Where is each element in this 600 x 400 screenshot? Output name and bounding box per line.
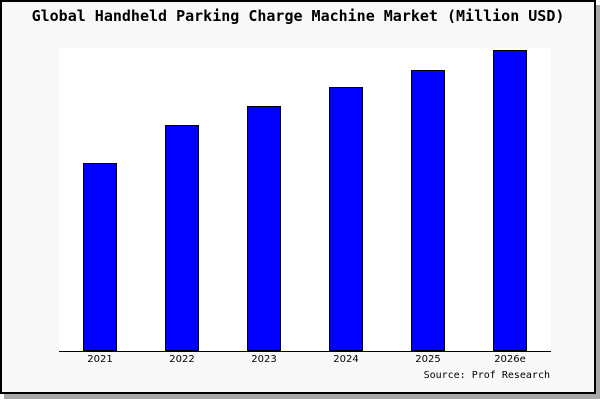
plot-area (59, 48, 551, 352)
x-axis-labels: 2021 2022 2023 2024 2025 2026e (59, 353, 551, 366)
bar-slot (305, 48, 387, 351)
bar-2025 (411, 69, 445, 351)
x-tick-label: 2023 (251, 354, 277, 365)
x-tick-label: 2024 (333, 354, 359, 365)
bar-2021 (83, 163, 117, 351)
bar-slot (59, 48, 141, 351)
bar-slot (387, 48, 469, 351)
chart-title: Global Handheld Parking Charge Machine M… (31, 7, 565, 25)
x-tick-label: 2025 (415, 354, 441, 365)
chart-frame: Global Handheld Parking Charge Machine M… (0, 0, 596, 394)
bar-2022 (165, 125, 199, 351)
bar-slot (469, 48, 551, 351)
x-tick-label: 2021 (87, 354, 113, 365)
x-tick-label: 2022 (169, 354, 195, 365)
bar-2024 (329, 87, 363, 351)
source-note: Source: Prof Research (423, 370, 550, 381)
bar-slot (141, 48, 223, 351)
x-tick-label: 2026e (494, 354, 526, 365)
bar-2023 (247, 106, 281, 351)
bar-2026e (493, 50, 527, 351)
bar-slot (223, 48, 305, 351)
